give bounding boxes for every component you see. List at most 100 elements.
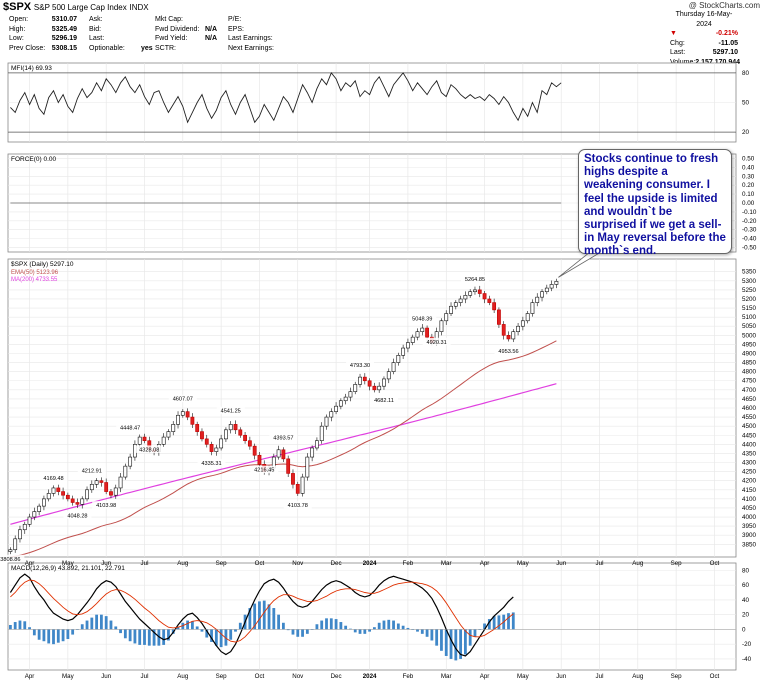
annotation-bg	[369, 396, 398, 404]
price-annotation: 4216.45	[254, 468, 274, 474]
x-tick-label: Nov	[292, 560, 304, 567]
annotation-bg	[494, 346, 523, 355]
macd-histogram-bar	[104, 616, 108, 630]
candle-body	[161, 436, 166, 445]
y-tick-label: 20	[742, 612, 750, 619]
annotation-bg	[460, 275, 489, 283]
macd-histogram-bar	[315, 624, 319, 630]
candle-body	[396, 355, 401, 363]
y-tick-label: -0.30	[742, 227, 757, 234]
macd-histogram-bar	[99, 614, 103, 630]
panel-title: $SPX (Daily) 5297.10	[11, 261, 74, 268]
macd-histogram-bar	[406, 627, 410, 630]
macd-histogram-bar	[23, 621, 27, 630]
candle-body	[425, 327, 429, 338]
candle-body	[257, 454, 262, 465]
macd-histogram-bar	[387, 619, 391, 630]
y-tick-label: 60	[742, 582, 750, 589]
macd-histogram-bar	[128, 629, 132, 642]
price-annotation: 4335.31	[201, 461, 221, 467]
x-tick-label: 2024	[363, 673, 377, 680]
macd-histogram-bar	[416, 629, 419, 632]
candle-body	[42, 498, 46, 507]
info-label: Optionable:	[89, 44, 125, 52]
info-label: Last Earnings:	[228, 35, 273, 42]
macd-histogram-bar	[363, 629, 367, 634]
candle-body	[190, 416, 195, 425]
quote-info-row: Prev Close: 5308.15	[9, 44, 77, 54]
annotation-bg	[197, 459, 226, 467]
symbol: $SPX	[3, 1, 32, 13]
candle-body	[540, 291, 544, 298]
quote-info-row: Fwd Yield: N/A	[155, 34, 217, 44]
candle-body	[286, 458, 291, 474]
candle-body	[520, 320, 525, 327]
y-tick-label: 0.50	[742, 155, 755, 162]
macd-histogram-bar	[32, 629, 36, 636]
x-tick-label: Jun	[556, 673, 567, 680]
macd-histogram-bar	[296, 629, 300, 637]
candle-body	[204, 438, 209, 445]
volume-value: 2,157,170,944	[695, 58, 741, 66]
candle-body	[32, 511, 37, 518]
candle-body	[180, 411, 185, 416]
x-tick-label: Aug	[632, 560, 644, 567]
macd-histogram-bar	[56, 629, 60, 643]
y-tick-label: 3950	[742, 523, 757, 530]
y-tick-label: 5250	[742, 287, 757, 294]
quote-info-row: SCTR:	[155, 44, 217, 54]
macd-histogram-bar	[143, 629, 146, 645]
macd-histogram-bar	[440, 629, 443, 651]
quote-info-row: High: 5325.49	[9, 25, 77, 35]
quote-info-column: Open: 5310.07 High: 5325.49 Low: 5296.19 Prev …	[9, 15, 77, 53]
x-tick-label: Sep	[216, 560, 228, 567]
x-tick-label: Aug	[177, 560, 189, 567]
info-label: Bid:	[89, 25, 102, 33]
macd-histogram-bar	[468, 629, 472, 646]
price-annotation: 5048.39	[412, 317, 432, 323]
candle-body	[487, 298, 492, 303]
candle-body	[305, 456, 310, 478]
macd-histogram-bar	[167, 629, 170, 641]
x-tick-label: May	[62, 560, 75, 567]
panel-price: 3850 3900 3950 4000 4050 4100 4150 4200 4250 4300…	[7, 258, 757, 558]
macd-histogram-bar	[320, 620, 324, 630]
candle-body	[444, 313, 449, 322]
info-value: 5310.07	[51, 16, 77, 23]
y-tick-label: 4550	[742, 414, 757, 421]
annotation-bg	[422, 337, 451, 346]
annotation-bg	[250, 465, 279, 474]
y-tick-label: 0.40	[742, 164, 755, 171]
macd-histogram-bar	[267, 604, 271, 630]
candle-body	[252, 445, 257, 456]
volume-label: Volume:	[670, 58, 696, 66]
y-tick-label: 4750	[742, 378, 757, 385]
y-tick-label: -20	[742, 641, 752, 648]
candle-body	[18, 529, 22, 540]
annotation-bg	[0, 554, 25, 563]
macd-histogram-bar	[444, 629, 448, 656]
macd-histogram-bar	[353, 629, 357, 633]
macd-histogram-bar	[430, 629, 434, 641]
candle-body	[377, 385, 382, 391]
candle-body	[511, 331, 516, 340]
candle-body	[37, 505, 42, 512]
candle-body	[295, 484, 300, 494]
macd-histogram-bar	[210, 629, 213, 642]
macd-histogram-bar	[123, 629, 127, 639]
y-tick-label: 4450	[742, 432, 757, 439]
macd-histogram-bar	[52, 629, 55, 645]
annotation-bg	[168, 394, 197, 403]
y-tick-label: 4950	[742, 341, 757, 348]
price-annotation: 4393.57	[273, 436, 293, 442]
candle-body	[65, 494, 70, 500]
macd-histogram-bar	[334, 619, 338, 630]
info-value: 5325.49	[51, 25, 77, 33]
panel-macd: -40 -20 0 20 40 60 80 MACD(12,26,9) 43.892, 21.…	[7, 562, 752, 671]
candle-body	[463, 295, 468, 300]
y-tick-label: 4350	[742, 450, 757, 457]
info-label: Prev Close:	[9, 44, 46, 52]
candle-body	[358, 376, 362, 385]
candle-body	[61, 491, 65, 496]
